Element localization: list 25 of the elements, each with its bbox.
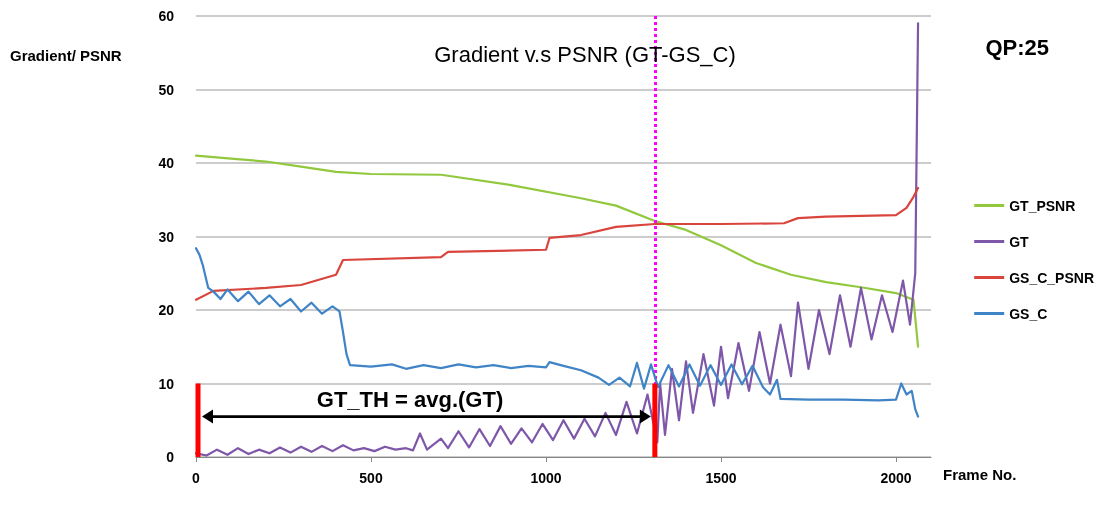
- y-tick-label: 40: [158, 155, 175, 171]
- annotation: GT_TH = avg.(GT): [316, 387, 504, 412]
- line-series: [194, 22, 920, 457]
- legend-label: GT_PSNR: [1009, 197, 1076, 214]
- legend-label: GS_C_PSNR: [1009, 269, 1095, 286]
- y-tick-label: 60: [158, 8, 175, 24]
- line-series: [194, 154, 920, 348]
- text: QP:25: [985, 34, 1050, 60]
- y-tick-label: 10: [158, 375, 175, 392]
- y-tick-label: 20: [158, 302, 175, 318]
- x-tick-label: 1500: [705, 470, 737, 486]
- y-tick-label: 50: [158, 81, 175, 98]
- text: Gradient v.s PSNR (GT-GS_C): [434, 41, 736, 67]
- legend-label: GS_C: [1009, 305, 1048, 322]
- x-tick-label: 500: [359, 470, 383, 486]
- x-tick-label: 2000: [880, 470, 912, 486]
- x-tick-label: 0: [192, 470, 201, 486]
- x-axis-title: Frame No.: [943, 466, 1017, 483]
- line-series: [194, 247, 920, 418]
- line-series: [194, 186, 920, 301]
- x-tick-label: 1000: [530, 470, 562, 486]
- y-tick-label: 30: [158, 228, 175, 245]
- y-tick-label: 0: [166, 449, 175, 465]
- legend-label: GT: [1009, 233, 1030, 250]
- y-axis-title: Gradient/ PSNR: [10, 47, 122, 64]
